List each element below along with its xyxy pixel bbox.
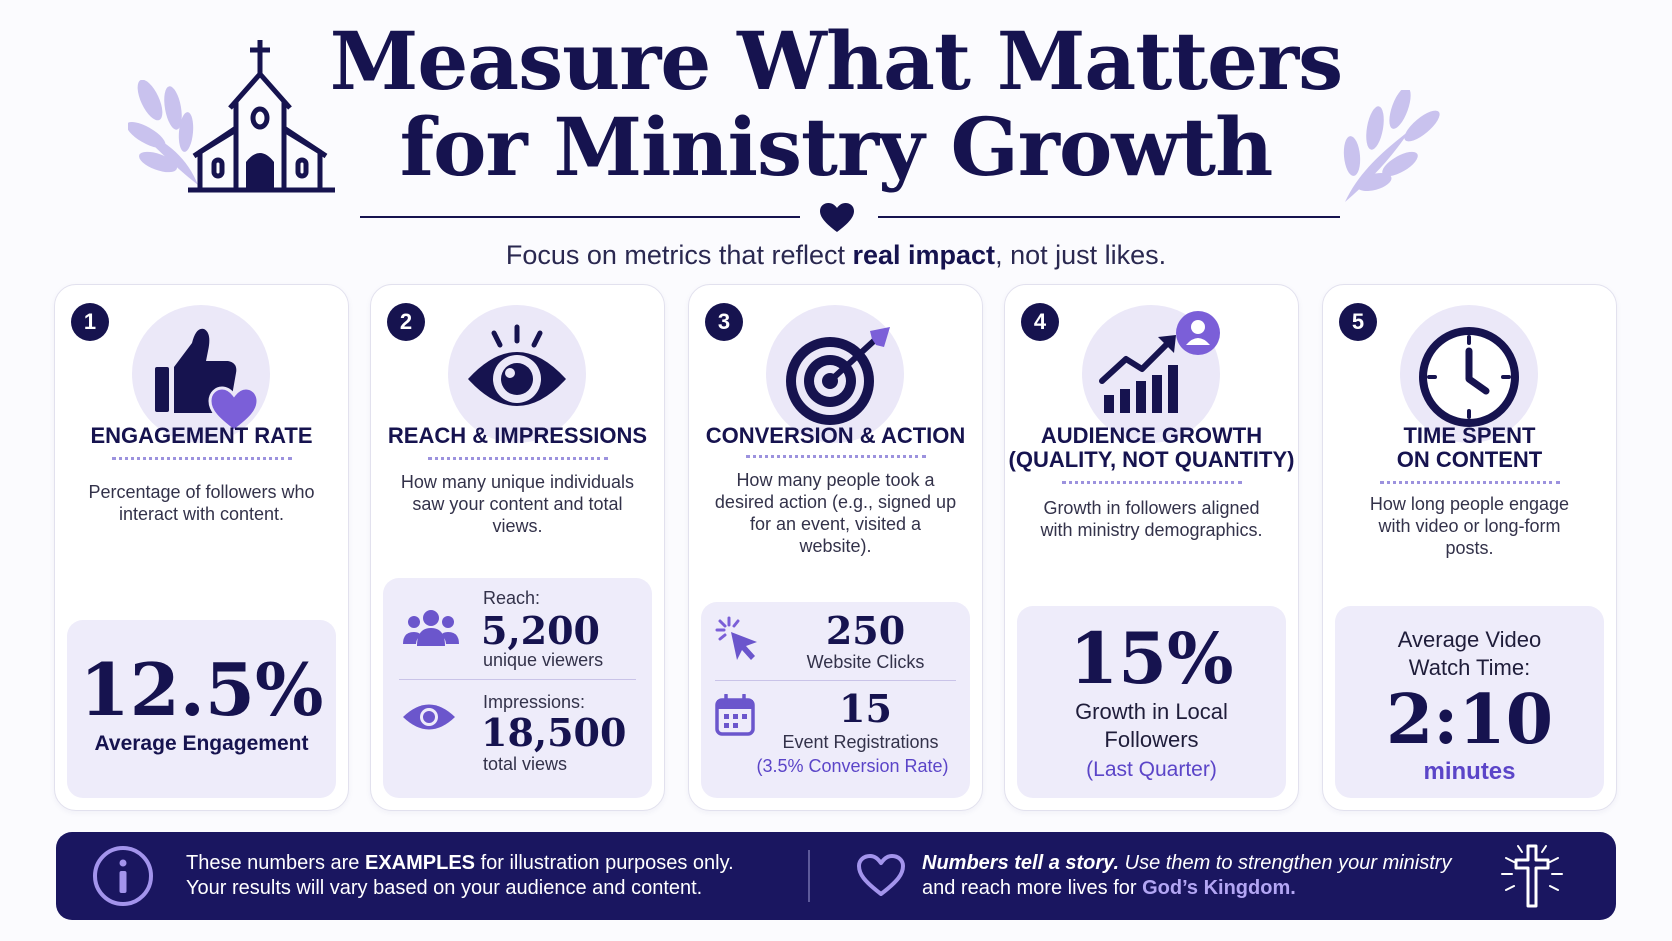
- card-description: Growth in followers aligned with ministr…: [1040, 498, 1263, 540]
- footer-right-line-1: Numbers tell a story. Use them to streng…: [922, 850, 1451, 877]
- cursor-click-icon: [715, 616, 757, 660]
- impressions-unit: total views: [483, 754, 568, 774]
- card-description: How many people took a desired action (e…: [714, 470, 957, 556]
- stat-value: 12.5%: [79, 647, 324, 732]
- users-icon: [403, 610, 459, 646]
- dotted-divider: [427, 457, 608, 460]
- growth-chart-icon: [1099, 311, 1220, 413]
- footer-banner: These numbers are EXAMPLES for illustrat…: [56, 832, 1616, 920]
- footer-separator: [808, 850, 810, 902]
- footer-left-line-2: Your results will vary based on your aud…: [186, 877, 703, 899]
- leaves-left-icon: [128, 80, 198, 185]
- info-icon: [93, 846, 153, 906]
- page-title: Measure What Matters for Ministry Growth: [0, 18, 1672, 190]
- calendar-icon: [715, 694, 755, 736]
- clicks-value: 250: [825, 608, 906, 653]
- dotted-divider: [745, 455, 926, 458]
- title-line-1: Measure What Matters: [329, 14, 1343, 108]
- icon-background: [1082, 305, 1220, 443]
- footer-left-pre: These numbers are: [186, 852, 365, 874]
- conversion-rate: (3.5% Conversion Rate): [756, 756, 949, 776]
- reach-unit: unique viewers: [483, 650, 604, 670]
- card-description: Percentage of followers who interact wit…: [88, 482, 315, 524]
- registrations-label: Event Registrations: [782, 732, 939, 752]
- card-reach-impressions: 2 REACH & IMPRESSIONS How many unique in…: [370, 284, 665, 811]
- stat-separator: [399, 679, 636, 680]
- footer-left-bold: EXAMPLES: [364, 852, 476, 874]
- reach-label: Reach:: [483, 588, 541, 608]
- icon-background: [1400, 305, 1538, 443]
- stat-label: Average Video Watch Time:: [1397, 627, 1542, 680]
- subtitle-pre: Focus on metrics that reflect: [505, 240, 853, 270]
- card-number: 5: [1339, 303, 1377, 341]
- clicks-label: Website Clicks: [806, 652, 925, 672]
- card-description: How many unique individuals saw your con…: [400, 472, 635, 536]
- thumbs-up-heart-icon: [155, 328, 260, 433]
- footer-left-line-1: These numbers are EXAMPLES for illustrat…: [186, 850, 734, 877]
- card-title: CONVERSION & ACTION: [705, 423, 966, 448]
- dotted-divider: [1061, 481, 1242, 484]
- stat-box: 250 Website Clicks 15 Event Registration…: [701, 602, 970, 798]
- card-title-line-1: AUDIENCE GROWTH: [1040, 423, 1263, 448]
- divider-left: [360, 216, 800, 218]
- title-line-2: for Ministry Growth: [399, 100, 1274, 194]
- stat-value: 15%: [1069, 617, 1234, 700]
- stat-separator: [715, 680, 956, 681]
- eye-icon: [468, 324, 566, 406]
- card-engagement-rate: 1 ENGAGEMENT RATE Percentage of follower…: [54, 284, 349, 811]
- stat-label: Average Engagement: [94, 732, 309, 755]
- card-title-line-1: TIME SPENT: [1403, 423, 1536, 448]
- footer-right-bold: Numbers tell a story.: [922, 852, 1120, 874]
- card-audience-growth: 4 AUDIENCE GROWTH (QUALITY, NOT QUANTITY…: [1004, 284, 1299, 811]
- stat-note: (Last Quarter): [1086, 758, 1217, 781]
- subtitle-post: , not just likes.: [995, 240, 1167, 270]
- clock-icon: [1419, 327, 1519, 427]
- card-number: 3: [705, 303, 743, 341]
- stat-value: 2:10: [1385, 680, 1554, 760]
- card-description: How long people engage with video or lon…: [1369, 494, 1570, 558]
- subtitle: Focus on metrics that reflect real impac…: [0, 240, 1672, 271]
- footer-right-pre: and reach more lives for: [922, 877, 1143, 899]
- dotted-divider: [111, 457, 292, 460]
- target-icon: [786, 327, 890, 425]
- card-number: 1: [71, 303, 109, 341]
- footer-right-line-2: and reach more lives for God’s Kingdom.: [922, 875, 1296, 902]
- stat-box: 12.5% Average Engagement: [67, 620, 336, 798]
- leaves-right-icon: [1343, 90, 1440, 202]
- dotted-divider: [1379, 481, 1560, 484]
- stat-label: Growth in Local Followers: [1075, 699, 1228, 752]
- footer-right-highlight: God’s Kingdom.: [1142, 877, 1296, 899]
- icon-background: [766, 305, 904, 443]
- cross-icon: [1501, 844, 1563, 908]
- heart-outline-icon: [857, 854, 905, 896]
- card-number: 2: [387, 303, 425, 341]
- impressions-label: Impressions:: [483, 692, 586, 712]
- stat-box: Average Video Watch Time: 2:10 minutes: [1335, 606, 1604, 798]
- impressions-value: 18,500: [481, 710, 627, 755]
- card-conversion-action: 3 CONVERSION & ACTION How many people to…: [688, 284, 983, 811]
- heart-divider-icon: [820, 203, 854, 232]
- footer-right-italic: Use them to strengthen your ministry: [1119, 852, 1452, 874]
- divider-right: [878, 216, 1340, 218]
- registrations-value: 15: [839, 686, 892, 731]
- card-number: 4: [1021, 303, 1059, 341]
- icon-background: [132, 305, 270, 443]
- footer-left-post: for illustration purposes only.: [475, 852, 734, 874]
- eye-small-icon: [403, 704, 455, 730]
- subtitle-bold: real impact: [852, 240, 996, 270]
- stat-box: Reach: 5,200 unique viewers Impressions:…: [383, 578, 652, 798]
- card-title-line-2: (QUALITY, NOT QUANTITY): [1008, 447, 1295, 472]
- stat-box: 15% Growth in Local Followers (Last Quar…: [1017, 606, 1286, 798]
- church-icon: [188, 40, 335, 193]
- card-title: REACH & IMPRESSIONS: [387, 423, 648, 448]
- icon-background: [448, 305, 586, 443]
- card-title: ENGAGEMENT RATE: [90, 423, 313, 448]
- card-time-spent: 5 TIME SPENT ON CONTENT How long people …: [1322, 284, 1617, 811]
- stat-unit: minutes: [1423, 758, 1516, 785]
- card-title-line-2: ON CONTENT: [1396, 447, 1543, 472]
- reach-value: 5,200: [481, 608, 600, 653]
